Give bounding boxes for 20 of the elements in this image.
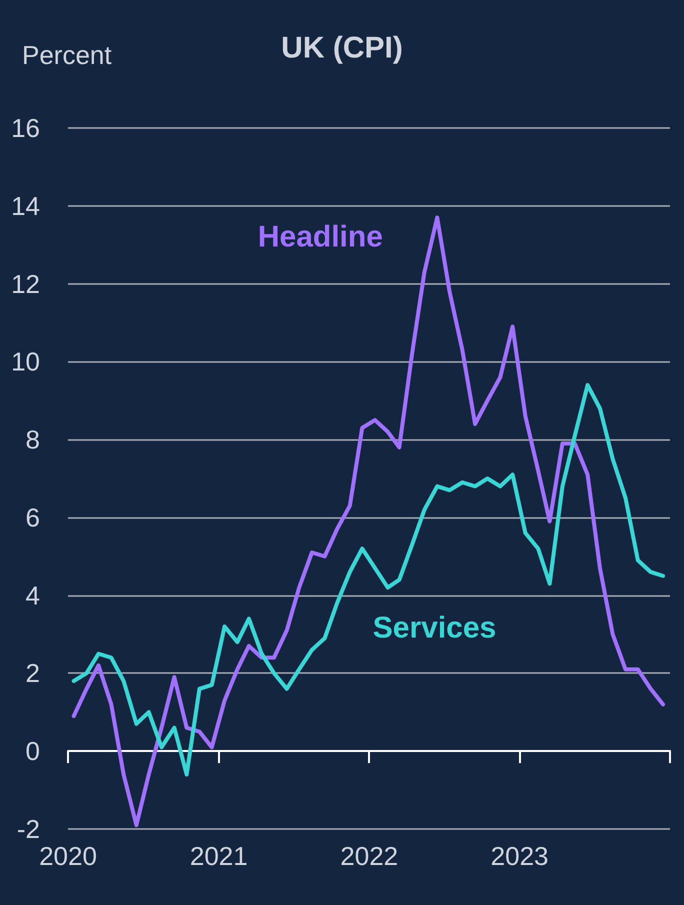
y-tick-label: 2	[26, 658, 40, 688]
y-tick-label: -2	[16, 814, 40, 844]
series-label: Headline	[258, 220, 383, 254]
chart-title: UK (CPI)	[281, 32, 403, 64]
x-tick-label: 2021	[190, 841, 248, 871]
y-tick-label: 4	[26, 580, 40, 610]
x-tick-label: 2023	[490, 841, 549, 871]
x-tick-label: 2020	[39, 841, 97, 871]
y-tick-label: 8	[26, 424, 40, 455]
line-series	[72, 383, 665, 776]
y-tick-label: 14	[11, 190, 40, 221]
x-tick-label: 2022	[340, 841, 398, 871]
line-series	[72, 216, 665, 828]
y-tick-label: 16	[11, 113, 40, 143]
y-tick-label: 6	[26, 502, 40, 532]
y-tick-label: 0	[26, 736, 40, 766]
series-label: Services	[372, 612, 496, 645]
y-tick-label: 10	[11, 346, 40, 377]
y-axis-title: Percent	[22, 40, 112, 70]
y-tick-label: 12	[11, 268, 40, 299]
